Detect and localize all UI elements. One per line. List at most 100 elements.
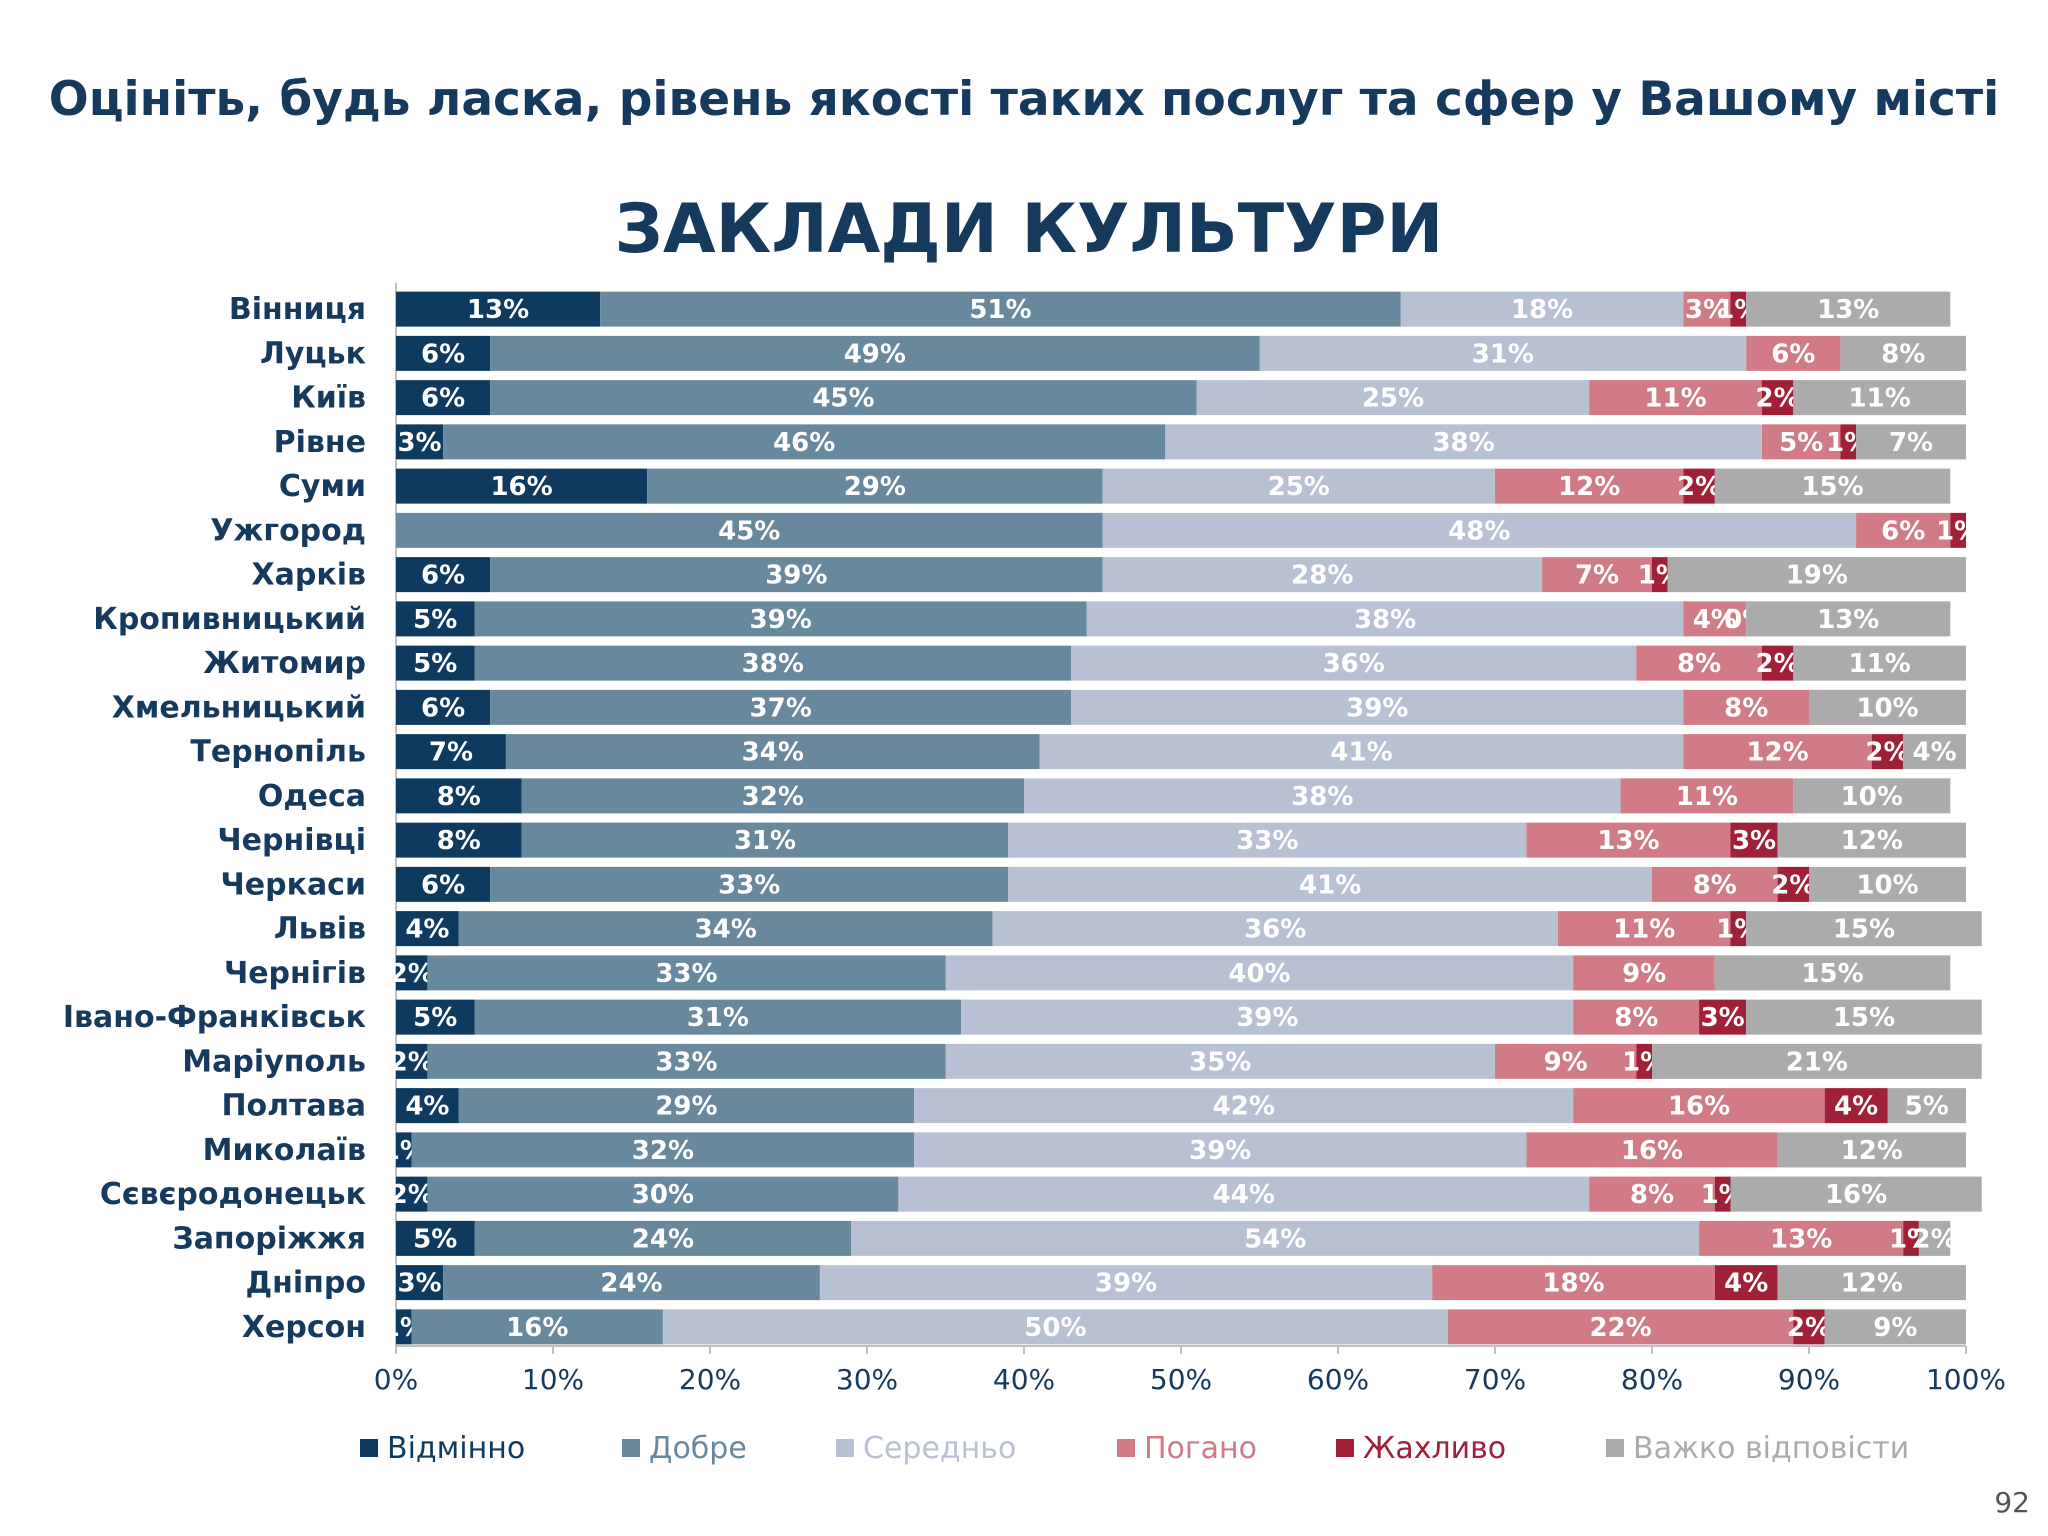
category-label: Луцьк — [260, 336, 366, 371]
data-label: 2% — [1756, 649, 1800, 679]
bar-segment — [1730, 291, 1747, 327]
bar-segment — [458, 1088, 915, 1124]
bar-segment — [1793, 1309, 1825, 1345]
category-label: Хмельницький — [112, 690, 366, 725]
bar-segment — [1683, 601, 1747, 637]
data-label: 13% — [467, 295, 529, 325]
data-label: 2% — [390, 1047, 434, 1077]
category-label: Херсон — [242, 1310, 366, 1345]
data-label: 36% — [1323, 649, 1385, 679]
category-label: Маріуполь — [182, 1044, 366, 1079]
data-label: 5% — [413, 605, 457, 635]
bar-segment — [1636, 1043, 1652, 1079]
bar-segment — [396, 1265, 444, 1301]
bar-segment — [647, 468, 1103, 504]
bar-segment — [1793, 380, 1966, 416]
bar-segment — [1589, 380, 1762, 416]
data-label: 44% — [1213, 1180, 1275, 1210]
data-label: 9% — [1873, 1313, 1917, 1343]
category-label: Ужгород — [210, 513, 366, 548]
bar-segment — [396, 1220, 475, 1256]
bar-segment — [1793, 645, 1966, 681]
bar-segment — [490, 380, 1197, 416]
data-label: 12% — [1746, 738, 1808, 768]
bar-segment — [961, 999, 1574, 1035]
legend-swatch — [836, 1439, 854, 1457]
data-label: 10% — [1841, 782, 1903, 812]
data-label: 46% — [773, 428, 835, 458]
bar-segment — [490, 557, 1103, 593]
data-label: 5% — [413, 649, 457, 679]
category-label: Рівне — [274, 425, 366, 460]
data-label: 33% — [1236, 826, 1298, 856]
bar-segment — [396, 1309, 412, 1345]
bar-segment — [1573, 1088, 1825, 1124]
bar-segment — [1573, 955, 1715, 991]
bar-segment — [1761, 645, 1794, 681]
bar-segment — [1039, 734, 1684, 770]
bar-segment — [1102, 557, 1543, 593]
category-label: Житомир — [203, 646, 366, 681]
bar-segment — [992, 911, 1558, 947]
bar-segment — [1714, 1176, 1731, 1212]
bar-segment — [396, 911, 459, 947]
bar-segment — [1008, 822, 1527, 858]
data-label: 15% — [1801, 959, 1863, 989]
data-label: 37% — [750, 693, 812, 723]
category-label: Івано-Франківськ — [63, 1000, 366, 1035]
x-tick-label: 20% — [679, 1363, 741, 1396]
category-label: Полтава — [221, 1089, 366, 1124]
bar-segment — [396, 645, 475, 681]
data-label: 5% — [413, 1003, 457, 1033]
data-label: 22% — [1589, 1313, 1651, 1343]
bar-segment — [1840, 424, 1857, 460]
data-label: 36% — [1244, 915, 1306, 945]
bar-segment — [1495, 1043, 1637, 1079]
data-label: 16% — [1668, 1092, 1730, 1122]
bar-segment — [411, 1309, 663, 1345]
legend-label: Погано — [1144, 1431, 1257, 1466]
data-label: 38% — [1432, 428, 1494, 458]
data-label: 48% — [1448, 516, 1510, 546]
bar-segment — [1086, 601, 1684, 637]
bar-segment — [1903, 1220, 1919, 1256]
data-label: 18% — [1511, 295, 1573, 325]
bar-segment — [1699, 999, 1747, 1035]
bar-segment — [396, 999, 475, 1035]
x-tick-label: 70% — [1464, 1363, 1526, 1396]
bar-segment — [1730, 911, 1747, 947]
bar-segment — [1714, 955, 1951, 991]
category-label: Тернопіль — [190, 735, 366, 770]
bar-segment — [1871, 734, 1904, 770]
bar-segment — [1856, 424, 1966, 460]
category-label: Миколаїв — [203, 1133, 366, 1168]
bar-segment — [914, 1132, 1527, 1168]
data-label: 13% — [1770, 1224, 1832, 1254]
bar-segment — [490, 866, 1009, 902]
bar-segment — [1777, 822, 1966, 858]
legend-label: Жахливо — [1363, 1431, 1506, 1466]
bar-segment — [1636, 645, 1762, 681]
x-tick-label: 40% — [993, 1363, 1055, 1396]
page-number: 92 — [1994, 1486, 2030, 1519]
data-label: 11% — [1613, 915, 1675, 945]
data-label: 32% — [632, 1136, 694, 1166]
data-label: 39% — [750, 605, 812, 635]
data-label: 12% — [1841, 1136, 1903, 1166]
data-label: 5% — [1779, 428, 1823, 458]
bar-segment — [474, 1220, 852, 1256]
data-label: 18% — [1542, 1269, 1604, 1299]
data-label: 29% — [844, 472, 906, 502]
legend-swatch — [622, 1439, 640, 1457]
data-label: 35% — [1189, 1047, 1251, 1077]
category-label: Вінниця — [229, 292, 366, 327]
data-label: 8% — [437, 826, 481, 856]
data-label: 15% — [1833, 1003, 1895, 1033]
bar-segment — [396, 822, 522, 858]
bar-segment — [1526, 822, 1731, 858]
x-tick-label: 80% — [1621, 1363, 1683, 1396]
data-label: 13% — [1597, 826, 1659, 856]
bar-segment — [1746, 999, 1982, 1035]
data-label: 41% — [1330, 738, 1392, 768]
data-label: 6% — [421, 870, 465, 900]
